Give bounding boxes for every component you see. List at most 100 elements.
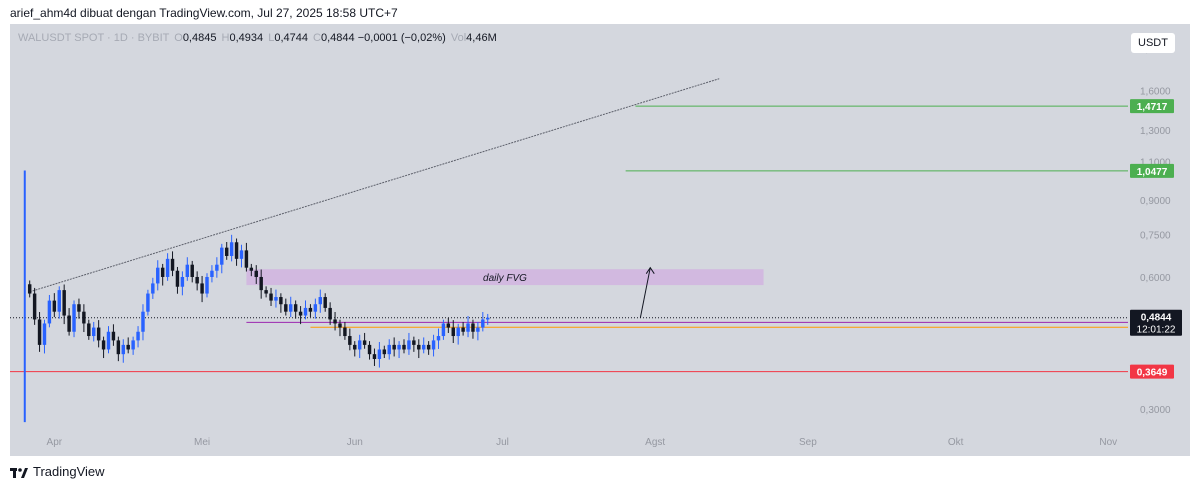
chart-attribution: arief_ahm4d dibuat dengan TradingView.co… xyxy=(10,6,398,20)
candle-body xyxy=(151,283,155,294)
candle-body xyxy=(195,276,199,284)
candle-body xyxy=(392,344,396,350)
x-tick-label: Mei xyxy=(194,437,210,448)
target-arrow xyxy=(639,267,651,318)
x-tick-label: Nov xyxy=(1099,437,1117,448)
candle-body xyxy=(377,349,382,359)
candle-body xyxy=(466,323,470,332)
legend-symbol: WALUSDT SPOT · 1D · BYBIT xyxy=(18,32,170,44)
candle-body xyxy=(160,267,165,277)
candle-body xyxy=(333,319,337,324)
legend-volume-value: 4,46M xyxy=(466,32,497,44)
candle-body xyxy=(180,276,185,287)
level-price-tag xyxy=(1130,364,1174,379)
level-price-tag xyxy=(1130,99,1174,114)
candle-body xyxy=(397,344,401,350)
y-tick-label: 1,6000 xyxy=(1140,86,1171,97)
tradingview-logo-icon xyxy=(10,467,28,478)
candle-body xyxy=(220,247,224,265)
candle-body xyxy=(156,267,160,284)
candle-body xyxy=(101,340,106,350)
candle-body xyxy=(72,304,76,332)
candle-body xyxy=(343,327,347,337)
candle-body xyxy=(190,264,194,277)
currency-button[interactable]: USDT xyxy=(1131,33,1175,53)
candle-body xyxy=(269,293,273,301)
candle-body xyxy=(382,349,387,355)
candle-body xyxy=(446,323,451,328)
candle-body xyxy=(121,344,126,355)
candlestick-chart[interactable]: 2,00001,60001,30001,10000,90000,75000,60… xyxy=(10,24,1190,456)
candle-body xyxy=(313,304,318,312)
candle-body xyxy=(451,327,455,337)
x-tick-label: Jul xyxy=(496,437,509,448)
legend-volume-label: Vol xyxy=(450,32,467,44)
y-tick-label: 0,7500 xyxy=(1140,230,1171,241)
current-price-label: 0,4844 xyxy=(1141,313,1172,324)
candle-body xyxy=(486,317,490,320)
candle-body xyxy=(254,270,258,277)
candle-body xyxy=(476,327,480,332)
candle-body xyxy=(116,340,121,355)
candle-body xyxy=(412,340,416,345)
candle-body xyxy=(293,304,298,312)
candle-body xyxy=(353,344,357,350)
tradingview-brand[interactable]: TradingView xyxy=(10,464,105,479)
candle-body xyxy=(426,344,431,350)
candle-body xyxy=(215,264,219,271)
candle-body xyxy=(264,290,268,294)
candle-body xyxy=(62,290,66,316)
candle-body xyxy=(348,336,352,345)
candle-body xyxy=(362,340,367,345)
x-tick-label: Agst xyxy=(645,437,665,448)
candle-body xyxy=(141,311,145,332)
candle-body xyxy=(229,242,234,256)
level-price-label: 1,4717 xyxy=(1137,102,1168,113)
candle-body xyxy=(175,270,180,287)
y-tick-label: 1,1000 xyxy=(1140,158,1171,169)
candle-body xyxy=(456,327,460,337)
price-axis-panel xyxy=(1128,24,1190,456)
candle-body xyxy=(323,297,327,308)
candle-body xyxy=(205,276,209,294)
candle-body xyxy=(274,297,278,301)
candle-body xyxy=(407,340,411,350)
candle-body xyxy=(131,340,135,350)
candle-body xyxy=(289,304,293,312)
candle-body xyxy=(441,323,446,337)
candle-body xyxy=(338,323,342,328)
candle-body xyxy=(106,331,111,350)
candle-body xyxy=(402,344,406,350)
candle-body xyxy=(96,327,101,341)
candle-body xyxy=(436,336,441,341)
candle-body xyxy=(126,344,130,350)
candle-countdown-label: 12:01:22 xyxy=(1137,325,1176,336)
y-tick-label: 0,9000 xyxy=(1140,196,1171,207)
candle-body xyxy=(249,267,254,271)
candle-body xyxy=(77,304,81,312)
candle-body xyxy=(87,323,91,337)
candle-body xyxy=(92,327,96,337)
current-price-tag xyxy=(1130,309,1182,336)
candle-body xyxy=(421,344,426,350)
candle-body xyxy=(372,354,377,359)
chart-area[interactable]: 2,00001,60001,30001,10000,90000,75000,60… xyxy=(10,24,1190,456)
x-tick-label: Apr xyxy=(47,437,63,448)
candle-body xyxy=(42,323,47,345)
candle-body xyxy=(185,264,190,277)
x-tick-label: Jun xyxy=(347,437,363,448)
candle-body xyxy=(481,319,485,328)
candle-body xyxy=(244,250,249,268)
candle-body xyxy=(318,297,323,305)
candle-body xyxy=(239,250,244,259)
candle-body xyxy=(165,258,170,277)
legend-high-value: 0,4934 xyxy=(229,32,264,44)
legend-high-label: H xyxy=(221,32,230,44)
candle-body xyxy=(259,276,263,291)
candle-body xyxy=(279,297,283,305)
candle-body xyxy=(52,300,57,312)
candle-body xyxy=(303,307,308,316)
legend-low-label: L xyxy=(268,32,275,44)
candle-body xyxy=(367,344,372,355)
ohlc-legend: WALUSDT SPOT · 1D · BYBIT O0,4845 H0,493… xyxy=(18,32,497,44)
